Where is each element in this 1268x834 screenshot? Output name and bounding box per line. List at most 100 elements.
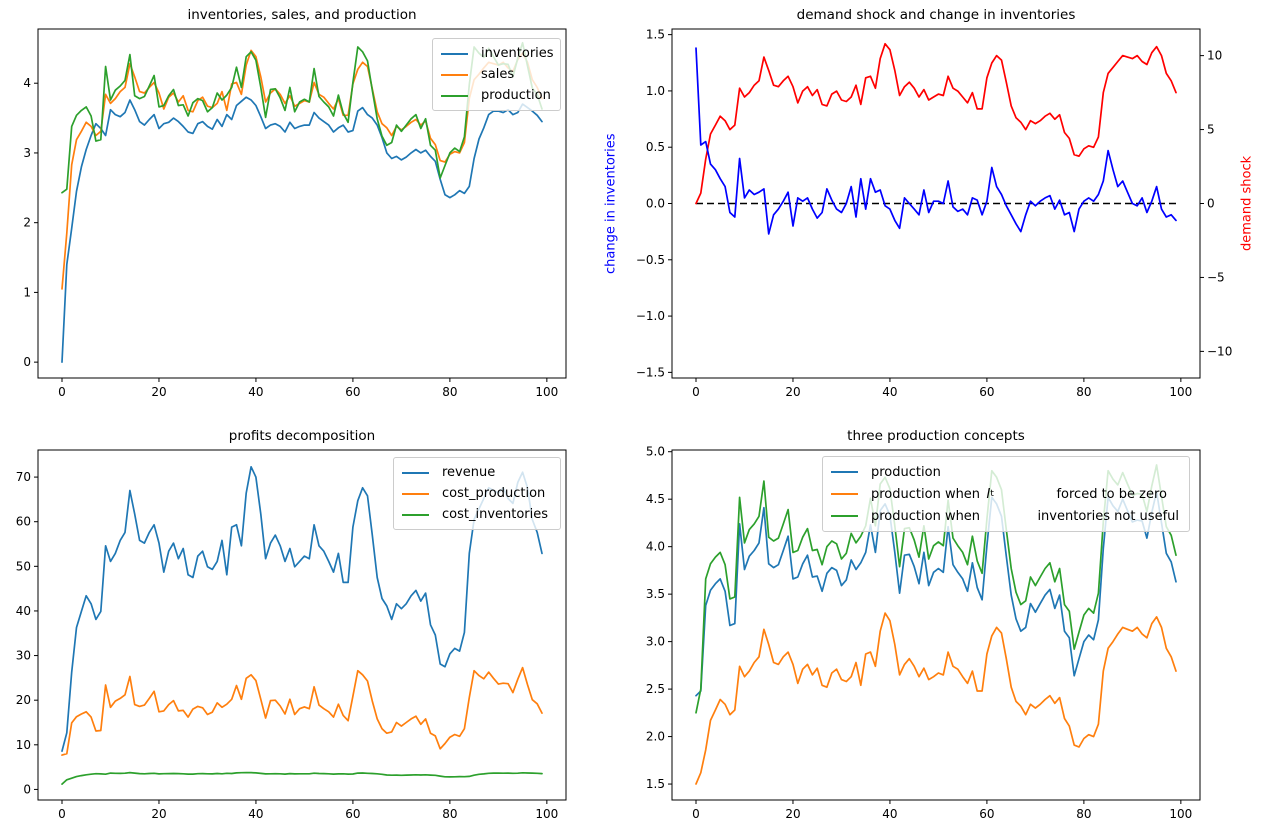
y-tick-right-label: −5: [1207, 270, 1225, 284]
y-tick-right-label: 10: [1207, 49, 1222, 63]
y-tick-label: 40: [16, 604, 31, 618]
y-tick-label: −1.0: [636, 309, 665, 323]
series-line-cost_inventories: [61, 771, 543, 785]
legend-swatch-line: [402, 492, 429, 495]
x-tick-label: 20: [785, 385, 800, 399]
y-tick-label: 2: [23, 216, 31, 230]
x-tick-label: 100: [1169, 385, 1192, 399]
chart-title-profits-decomposition: profits decomposition: [228, 428, 376, 444]
x-tick-label: 0: [692, 385, 700, 399]
legend-swatch-line: [402, 513, 429, 516]
legend-inventories-sales-production: inventories sales production: [432, 38, 561, 111]
y-tick-label: 4.0: [646, 540, 665, 554]
legend-profits-decomposition: revenue cost_production cost_inventories: [393, 457, 561, 530]
legend-entry: cost_production: [402, 483, 552, 504]
legend-swatch-line: [831, 471, 858, 473]
y-tick-label: 1.5: [646, 777, 665, 791]
y-tick-right-label: −10: [1207, 344, 1232, 358]
y-tick-label: 10: [16, 738, 31, 752]
series-line-production-when-inventories-not-useful: [695, 464, 1177, 714]
y-tick-right-label: 0: [1207, 197, 1215, 211]
y-tick-label: 2.0: [646, 730, 665, 744]
panel-three-production-concepts: 0 20 40 60 80 100 1.5 2.0 2.5 3.0 3.5 4.0 4.5 5.0: [646, 445, 1201, 821]
legend-entry: sales: [441, 64, 552, 85]
legend-swatch-line: [441, 52, 468, 55]
legend-entry: production when inventories not useful: [831, 505, 1181, 527]
x-tick-label: 80: [442, 807, 457, 821]
y-tick-label: 3.5: [646, 587, 665, 601]
y-tick-label: 0.0: [646, 197, 665, 211]
axes-spine: [671, 449, 1201, 801]
legend-label-right: forced to be zero: [1056, 486, 1167, 502]
y-axis-label-demand-shock: demand shock: [1239, 155, 1255, 252]
y-tick-label: 0: [23, 782, 31, 796]
y-tick-label: 3: [23, 146, 31, 160]
y-tick-label: 30: [16, 649, 31, 663]
series-line-cost_production: [61, 666, 543, 756]
legend-label: sales: [481, 67, 515, 82]
y-tick-label: 1.0: [646, 84, 665, 98]
x-tick-label: 0: [692, 807, 700, 821]
x-tick-label: 60: [979, 807, 994, 821]
y-tick-label: 1: [23, 285, 31, 299]
y-tick-label: 0: [23, 355, 31, 369]
x-tick-label: 60: [345, 807, 360, 821]
chart-title-three-production-concepts: three production concepts: [847, 428, 1025, 444]
y-tick-label: 20: [16, 693, 31, 707]
x-tick-label: 100: [1169, 807, 1192, 821]
chart-title-inventories-sales-production: inventories, sales, and production: [187, 7, 417, 23]
math-subscript: t: [990, 489, 994, 499]
y-tick-label: 5.0: [646, 445, 665, 459]
axes-spine: [37, 28, 567, 379]
series-line-demand-shock: [695, 42, 1177, 205]
panel-inventories-sales-production: 0 20 40 60 80 100 0 1 2 3 4: [23, 28, 567, 399]
legend-swatch-line: [402, 471, 429, 474]
x-tick-label: 20: [151, 385, 166, 399]
y-tick-right-label: 5: [1207, 123, 1215, 137]
series-line-production-when-It-forced-to-be-zero: [695, 612, 1177, 785]
y-tick-label: 2.5: [646, 682, 665, 696]
x-tick-label: 40: [248, 807, 263, 821]
panel-profits-decomposition: 0 20 40 60 80 100 0 10 20 30 40 50 60 70: [16, 449, 567, 821]
legend-swatch-line: [441, 94, 468, 97]
x-tick-label: 80: [442, 385, 457, 399]
x-tick-label: 60: [979, 385, 994, 399]
legend-label: revenue: [442, 465, 496, 480]
legend-entry: cost_inventories: [402, 504, 552, 525]
legend-swatch-line: [441, 73, 468, 76]
y-tick-label: 60: [16, 515, 31, 529]
x-tick-label: 40: [882, 385, 897, 399]
legend-label: production when: [871, 486, 987, 502]
x-tick-label: 0: [58, 385, 66, 399]
legend-swatch-line: [831, 493, 858, 495]
series-line-revenue: [61, 465, 543, 752]
x-tick-label: 80: [1076, 385, 1091, 399]
axes-spine: [37, 449, 567, 801]
legend-entry: production: [831, 461, 1181, 483]
y-tick-label: 70: [16, 470, 31, 484]
x-tick-label: 100: [535, 385, 558, 399]
legend-label-right: inventories not useful: [1037, 508, 1179, 524]
panel-demand-shock-change-in-inventories: 0 20 40 60 80 100−1.5−1.0−0.50.00.51.01.5−10−…: [636, 28, 1232, 399]
legend-label: cost_inventories: [442, 507, 549, 522]
legend-label: inventories: [481, 46, 554, 61]
math-variable: I: [986, 486, 991, 502]
chart-title-demand-shock-change-inventories: demand shock and change in inventories: [796, 7, 1076, 23]
legend-swatch-line: [831, 515, 858, 517]
x-tick-label: 20: [785, 807, 800, 821]
y-tick-label: −0.5: [636, 253, 665, 267]
x-tick-label: 80: [1076, 807, 1091, 821]
legend-label: production: [871, 464, 941, 480]
y-tick-label: 50: [16, 559, 31, 573]
series-line-sales: [61, 49, 543, 290]
series-line-production: [695, 490, 1177, 697]
x-tick-label: 40: [248, 385, 263, 399]
legend-entry: production: [441, 85, 552, 106]
legend-label: cost_production: [442, 486, 546, 501]
series-line-inventories: [61, 96, 543, 363]
legend-label: production: [481, 88, 551, 103]
y-tick-label: 1.5: [646, 28, 665, 42]
